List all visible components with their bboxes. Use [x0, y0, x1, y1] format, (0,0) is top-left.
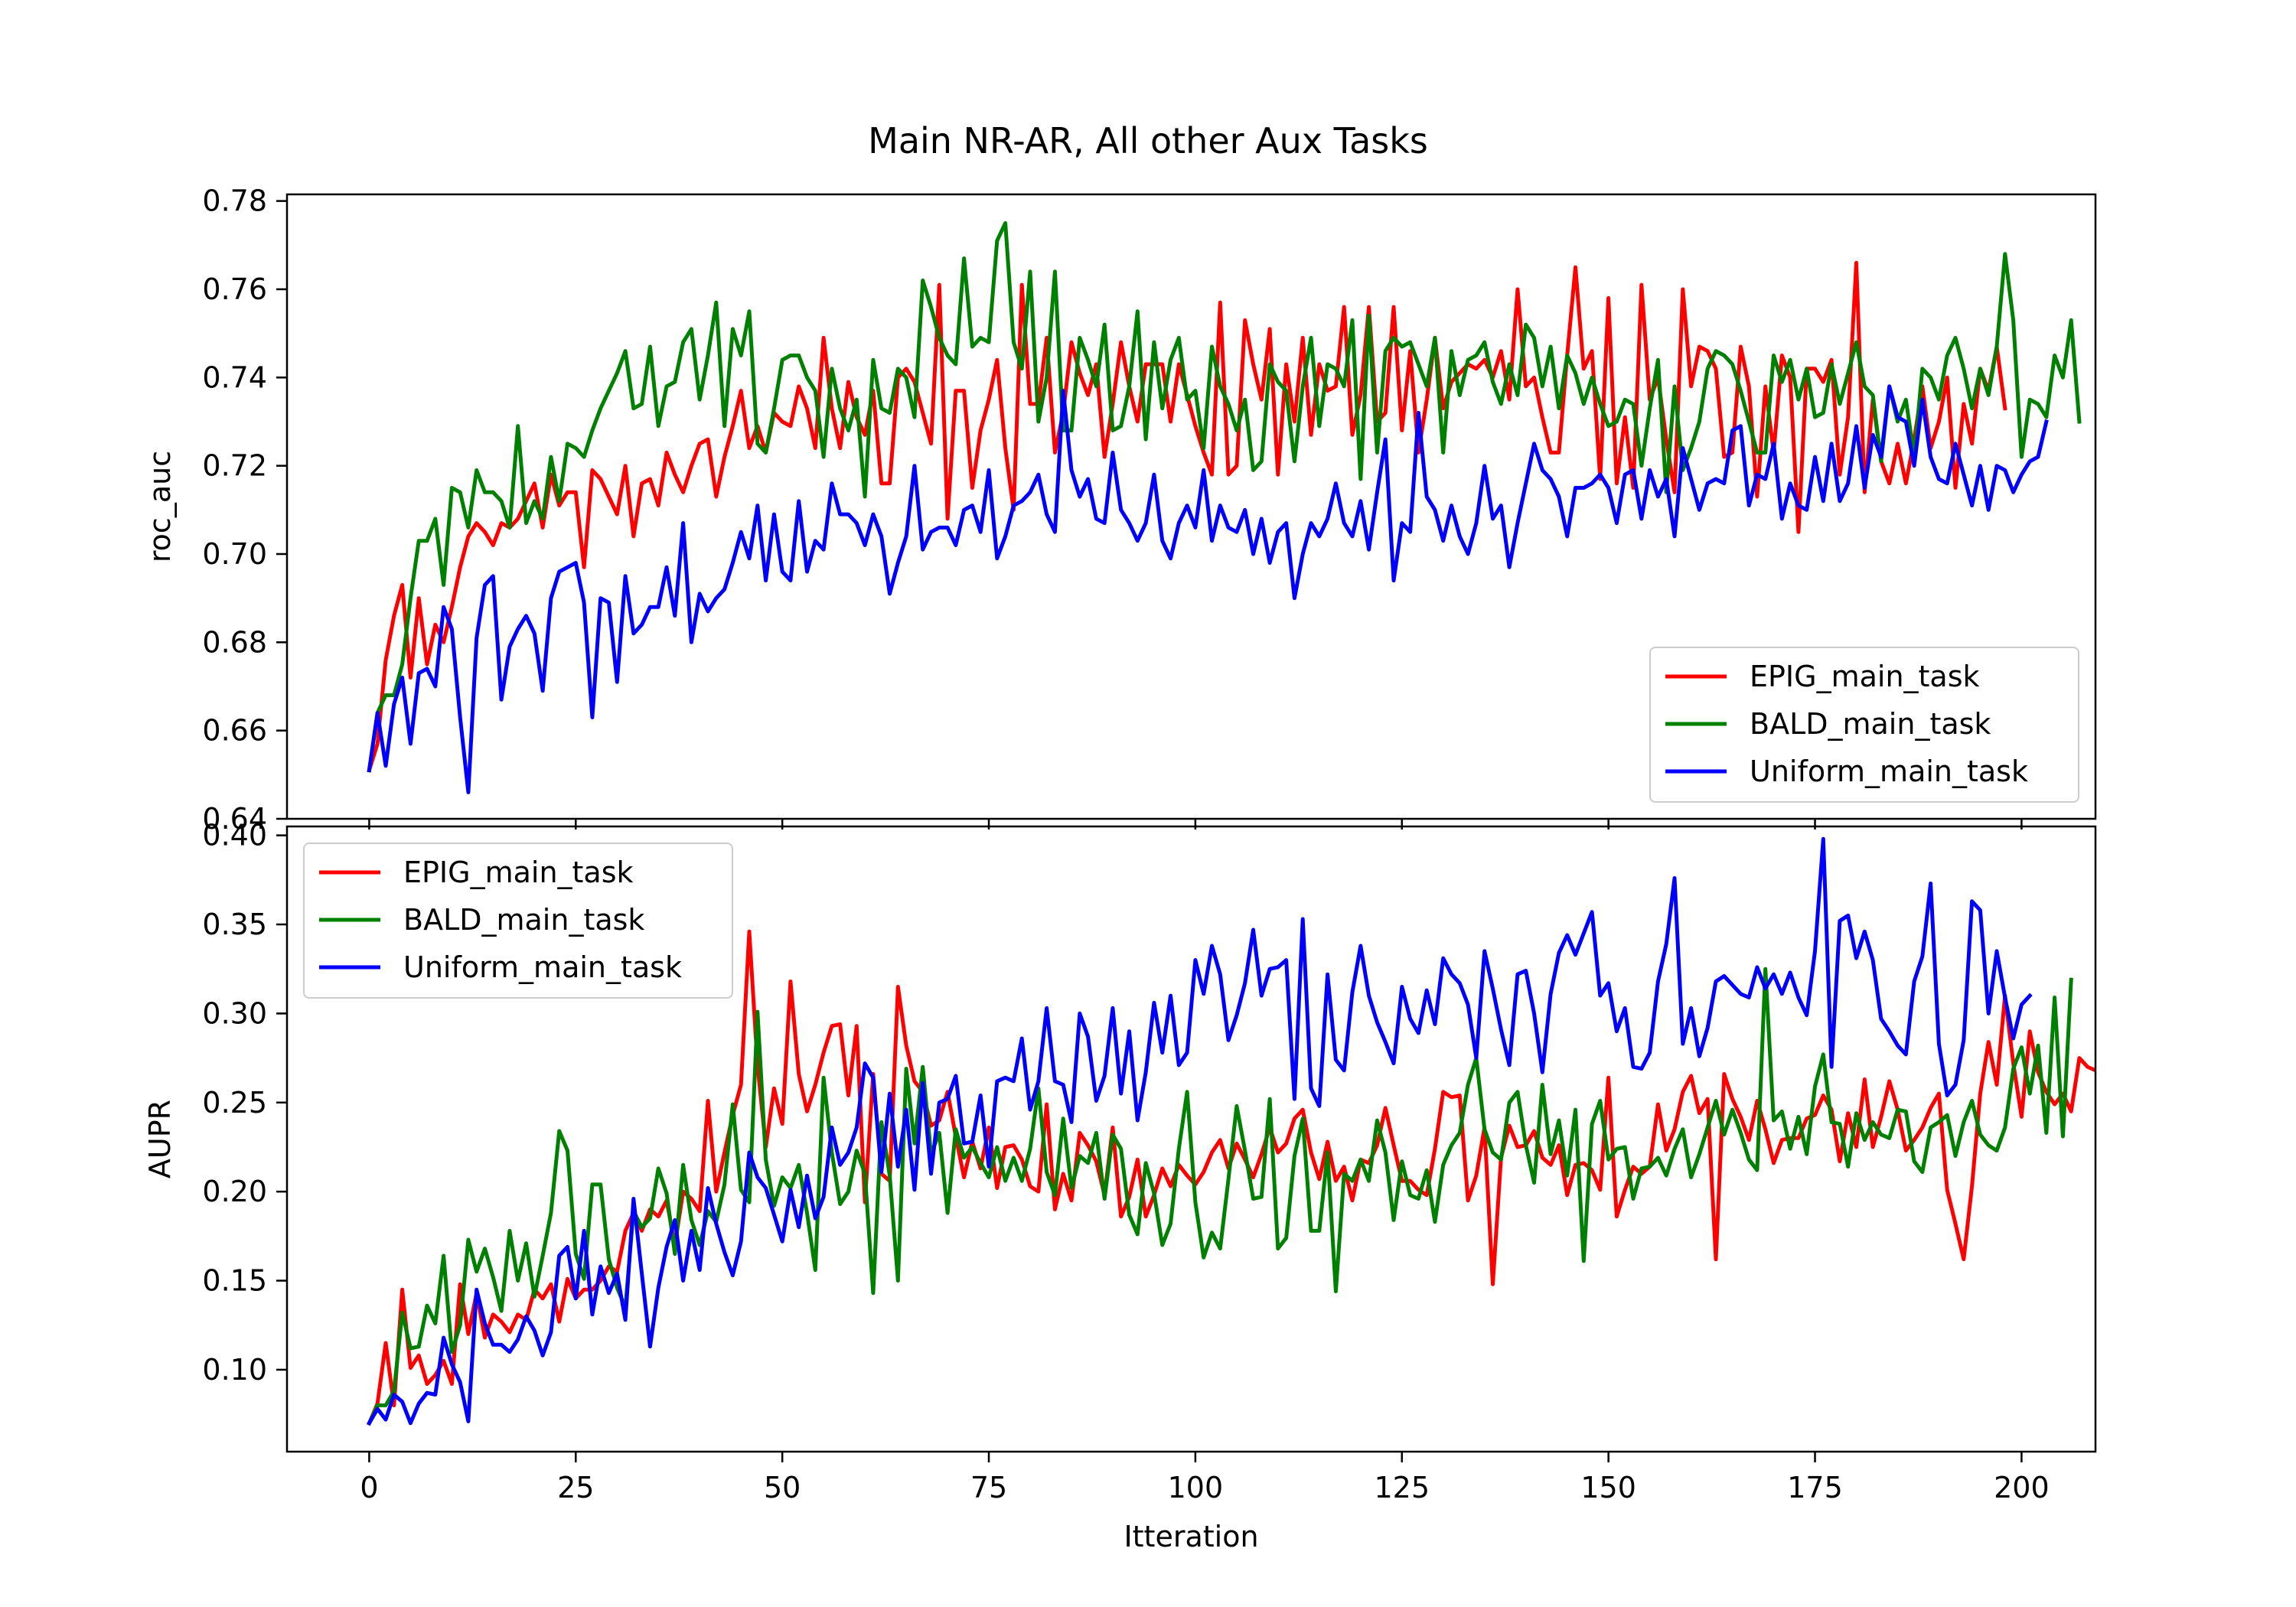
aupr-series-layer [366, 836, 2095, 1426]
roc-auc-y-tick-label: 0.70 [202, 537, 267, 571]
aupr-x-tick-label: 0 [360, 1471, 378, 1504]
aupr-legend-box [303, 843, 733, 999]
roc-auc-y-tick-label: 0.64 [202, 802, 267, 836]
figure-title: Main NR-AR, All other Aux Tasks [868, 120, 1428, 161]
roc-auc-y-axis-label: roc_auc [143, 451, 177, 562]
roc-auc-legend-label-uniform: Uniform_main_task [1750, 755, 2028, 788]
aupr-y-tick-label: 0.40 [202, 819, 267, 852]
roc-auc-y-tick-label: 0.78 [202, 184, 267, 218]
aupr-y-tick-label: 0.15 [202, 1264, 267, 1298]
aupr-y-tick-label: 0.30 [202, 996, 267, 1030]
aupr-x-tick-label: 50 [764, 1471, 801, 1504]
roc-auc-legend: EPIG_main_task BALD_main_task Uniform_ma… [1649, 647, 2079, 803]
roc-auc-y-ticks: 0.64 0.66 0.68 0.70 0.72 0.74 0.76 0.78 [202, 184, 287, 836]
aupr-x-tick-label: 200 [1994, 1471, 2050, 1504]
roc-auc-legend-label-bald: BALD_main_task [1750, 707, 1991, 741]
roc-auc-series-uniform-line [367, 384, 2049, 794]
roc-auc-y-tick-label: 0.66 [202, 714, 267, 748]
aupr-x-axis-label: Itteration [1124, 1520, 1258, 1553]
aupr-legend: EPIG_main_task BALD_main_task Uniform_ma… [303, 843, 733, 999]
aupr-x-tick-label: 150 [1580, 1471, 1636, 1504]
aupr-legend-label-bald: BALD_main_task [403, 903, 644, 937]
roc-auc-y-tick-label: 0.72 [202, 449, 267, 483]
roc-auc-legend-box [1649, 647, 2079, 803]
roc-auc-axes-frame [285, 193, 2097, 820]
aupr-legend-label-uniform: Uniform_main_task [403, 950, 682, 984]
aupr-y-tick-label: 0.20 [202, 1175, 267, 1208]
aupr-y-tick-label: 0.25 [202, 1086, 267, 1120]
aupr-y-tick-label: 0.10 [202, 1353, 267, 1387]
roc-auc-legend-label-epig: EPIG_main_task [1750, 660, 1980, 693]
roc-auc-series-bald-line [367, 221, 2082, 773]
roc-auc-y-tick-label: 0.68 [202, 625, 267, 659]
aupr-x-ticks: 0 25 50 75 100 125 150 175 200 [360, 1452, 2050, 1504]
aupr-y-tick-label: 0.35 [202, 908, 267, 941]
aupr-x-tick-label: 75 [970, 1471, 1007, 1504]
chart-aupr: 0.10 0.15 0.20 0.25 0.30 0.35 0.40 0 25 50 75 100 1… [143, 819, 2097, 1553]
aupr-series-bald-line [367, 966, 2073, 1426]
aupr-y-ticks: 0.10 0.15 0.20 0.25 0.30 0.35 0.40 [202, 819, 287, 1387]
aupr-series-uniform-line [366, 836, 2033, 1426]
aupr-x-tick-label: 125 [1375, 1471, 1430, 1504]
aupr-x-tick-label: 175 [1787, 1471, 1843, 1504]
roc-auc-x-ticks [368, 819, 2023, 830]
chart-roc-auc: 0.64 0.66 0.68 0.70 0.72 0.74 0.76 0.78 roc_auc… [143, 184, 2097, 836]
roc-auc-series-layer [367, 221, 2082, 794]
aupr-x-tick-label: 25 [557, 1471, 594, 1504]
aupr-y-axis-label: AUPR [143, 1100, 177, 1178]
roc-auc-y-tick-label: 0.76 [202, 272, 267, 306]
aupr-x-tick-label: 100 [1168, 1471, 1224, 1504]
aupr-legend-label-epig: EPIG_main_task [403, 856, 634, 889]
roc-auc-y-tick-label: 0.74 [202, 360, 267, 394]
aupr-axes-frame [285, 825, 2097, 1453]
